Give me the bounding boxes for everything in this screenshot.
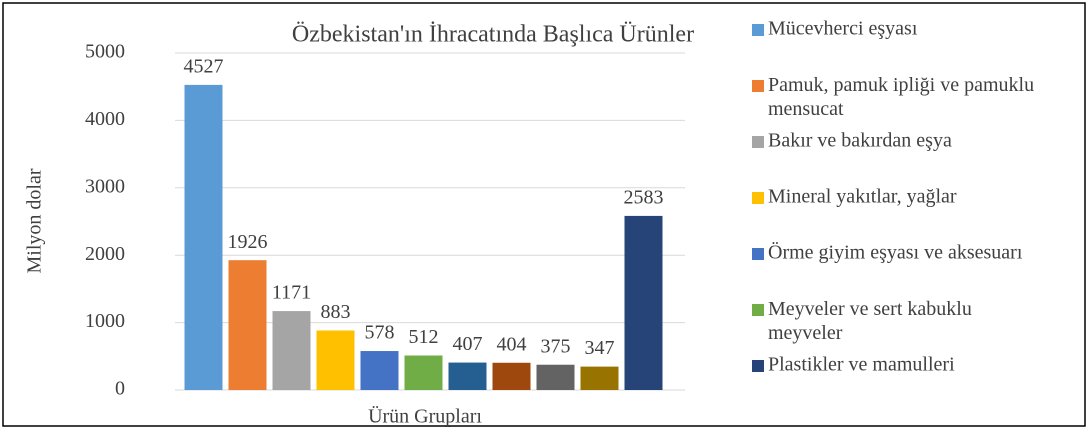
legend-swatch bbox=[752, 248, 764, 260]
data-label: 512 bbox=[409, 326, 439, 348]
data-label: 883 bbox=[321, 301, 351, 323]
legend-label: Bakır ve bakırdan eşya bbox=[768, 130, 952, 152]
legend-swatch bbox=[752, 80, 764, 92]
legend-line: Pamuk, pamuk ipliği ve pamuklu bbox=[768, 74, 1034, 96]
legend-swatch bbox=[752, 360, 764, 372]
data-label: 404 bbox=[497, 333, 527, 355]
data-label: 578 bbox=[365, 322, 395, 344]
bar bbox=[448, 362, 487, 390]
frame bbox=[2, 2, 1086, 427]
data-label: 407 bbox=[453, 333, 483, 355]
y-tick-label: 0 bbox=[115, 378, 125, 400]
legend-line: meyveler bbox=[768, 322, 843, 344]
bar bbox=[184, 84, 223, 391]
bar bbox=[404, 355, 443, 390]
legend-label: Mücevherci eşyası bbox=[768, 18, 918, 40]
legend-swatch bbox=[752, 304, 764, 316]
bar bbox=[360, 351, 399, 390]
legend-label: Pamuk, pamuk ipliği ve pamuklu mensucat bbox=[768, 74, 1034, 120]
legend-swatch bbox=[752, 136, 764, 148]
data-label: 1171 bbox=[272, 282, 311, 304]
bar bbox=[580, 366, 619, 390]
y-tick-label: 2000 bbox=[85, 243, 125, 265]
legend-label: Mineral yakıtlar, yağlar bbox=[768, 186, 957, 208]
legend-swatch bbox=[752, 24, 764, 36]
legend-label: Meyveler ve sert kabuklu meyveler bbox=[768, 298, 972, 344]
y-tick-label: 5000 bbox=[85, 41, 125, 63]
data-label: 375 bbox=[541, 335, 571, 357]
legend-line: mensucat bbox=[768, 98, 844, 120]
bar bbox=[272, 311, 311, 390]
bar bbox=[536, 364, 575, 390]
y-tick-label: 3000 bbox=[85, 175, 125, 197]
bar bbox=[228, 260, 267, 390]
data-label: 2583 bbox=[624, 186, 664, 208]
bar bbox=[492, 362, 531, 390]
data-label: 4527 bbox=[184, 55, 224, 77]
legend-label: Örme giyim eşyası ve aksesuarı bbox=[768, 241, 1023, 264]
y-axis-title: Milyon dolar bbox=[24, 168, 46, 273]
x-axis-title: Ürün Grupları bbox=[368, 405, 482, 428]
legend-line: Meyveler ve sert kabuklu bbox=[768, 298, 972, 320]
data-label: 347 bbox=[585, 337, 615, 359]
chart-title: Özbekistan'ın İhracatında Başlıca Ürünle… bbox=[292, 22, 694, 48]
y-tick-label: 4000 bbox=[85, 108, 125, 130]
data-label: 1926 bbox=[228, 231, 268, 253]
bar bbox=[316, 330, 355, 390]
y-tick-label: 1000 bbox=[85, 310, 125, 332]
bar bbox=[624, 215, 663, 390]
legend-label: Plastikler ve mamulleri bbox=[768, 354, 955, 376]
legend-swatch bbox=[752, 192, 764, 204]
